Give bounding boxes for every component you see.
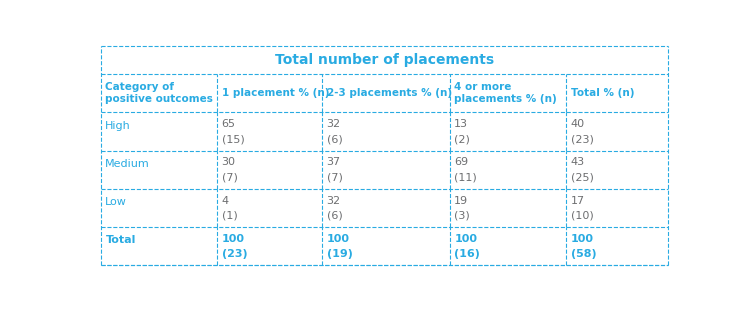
Text: 30: 30 [222,157,236,167]
Text: Category of
positive outcomes: Category of positive outcomes [105,82,213,104]
Text: Total: Total [105,235,136,245]
Text: (3): (3) [454,211,470,221]
Text: Medium: Medium [105,159,150,169]
Text: (7): (7) [222,173,238,183]
Text: 37: 37 [326,157,340,167]
Text: 13: 13 [454,119,468,129]
Text: (19): (19) [326,249,352,259]
Text: (6): (6) [326,211,342,221]
Text: (23): (23) [571,134,593,144]
Text: 69: 69 [454,157,469,167]
Bar [100,46,668,265]
Text: 43: 43 [571,157,585,167]
Text: (7): (7) [326,173,343,183]
Text: 19: 19 [454,196,469,205]
Text: (10): (10) [571,211,593,221]
Text: (11): (11) [454,173,477,183]
Text: (23): (23) [222,249,248,259]
Text: Total number of placements: Total number of placements [274,53,494,67]
Text: (25): (25) [571,173,593,183]
Text: (58): (58) [571,249,596,259]
Text: 4 or more
placements % (n): 4 or more placements % (n) [454,82,557,104]
Text: 40: 40 [571,119,585,129]
Text: (15): (15) [222,134,245,144]
Text: 2-3 placements % (n): 2-3 placements % (n) [326,88,452,98]
Text: 32: 32 [326,196,340,205]
Text: (1): (1) [222,211,238,221]
Text: High: High [105,121,131,131]
Text: (16): (16) [454,249,480,259]
Text: 17: 17 [571,196,585,205]
Text: (2): (2) [454,134,470,144]
Text: 100: 100 [571,234,593,244]
Text: (6): (6) [326,134,342,144]
Text: 65: 65 [222,119,236,129]
Text: 32: 32 [326,119,340,129]
Text: Total % (n): Total % (n) [571,88,634,98]
Text: 4: 4 [222,196,229,205]
Text: 100: 100 [454,234,477,244]
Text: 1 placement % (n): 1 placement % (n) [222,88,329,98]
Text: 100: 100 [222,234,245,244]
Text: 100: 100 [326,234,350,244]
Text: Low: Low [105,197,128,207]
